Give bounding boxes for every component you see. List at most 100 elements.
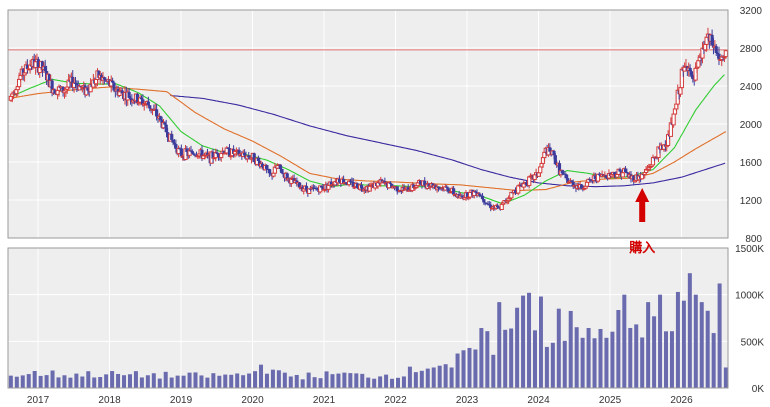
volume-bar bbox=[264, 373, 269, 388]
volume-bar bbox=[229, 374, 234, 388]
candle-body bbox=[465, 192, 469, 198]
price-y-tick-label: 2800 bbox=[740, 44, 763, 55]
candle-body bbox=[146, 101, 150, 106]
candle-body bbox=[192, 153, 196, 155]
volume-bar bbox=[127, 374, 132, 388]
volume-bar bbox=[485, 331, 490, 388]
candle-body bbox=[351, 181, 355, 188]
volume-bar bbox=[604, 337, 609, 388]
candle-body bbox=[252, 153, 256, 163]
volume-bar bbox=[562, 340, 567, 388]
candle-body bbox=[620, 172, 625, 178]
candle-body bbox=[548, 147, 552, 152]
volume-bar bbox=[259, 364, 264, 388]
volume-bar bbox=[270, 369, 275, 388]
up-arrow-icon bbox=[635, 188, 650, 222]
price-y-tick-label: 2400 bbox=[740, 82, 763, 93]
x-tick-label: 2017 bbox=[27, 395, 50, 406]
volume-bar bbox=[616, 310, 621, 388]
volume-bar bbox=[586, 327, 591, 388]
volume-bar bbox=[634, 324, 639, 388]
volume-bar bbox=[74, 373, 79, 388]
volume-bar bbox=[8, 375, 13, 388]
candle-body bbox=[589, 179, 593, 181]
candle-body bbox=[350, 181, 354, 183]
candle-body bbox=[36, 59, 40, 73]
candle-body bbox=[552, 150, 556, 156]
volume-bar bbox=[193, 372, 198, 388]
candle-body bbox=[618, 169, 622, 172]
volume-bar bbox=[318, 378, 323, 388]
volume-bar bbox=[92, 377, 97, 388]
volume-bar bbox=[80, 376, 85, 388]
candle-body bbox=[689, 71, 694, 76]
candle-body bbox=[388, 182, 392, 184]
candle-body bbox=[25, 64, 29, 69]
volume-y-axis: 0K 500K 1000K 1500K bbox=[735, 244, 764, 395]
volume-bar bbox=[56, 377, 61, 388]
volume-bar bbox=[461, 350, 466, 388]
candle-body bbox=[671, 113, 676, 126]
candle-body bbox=[179, 148, 183, 157]
candle-body bbox=[86, 87, 90, 91]
candle-body bbox=[200, 149, 204, 159]
volume-bar bbox=[610, 331, 615, 388]
volume-bar bbox=[592, 338, 597, 388]
candle-body bbox=[40, 61, 45, 70]
candle-body bbox=[163, 122, 167, 125]
candle-body bbox=[256, 158, 260, 162]
candle-body bbox=[412, 184, 416, 189]
volume-bar bbox=[86, 371, 91, 388]
candle-body bbox=[247, 155, 251, 158]
candle-body bbox=[474, 191, 478, 193]
volume-bar bbox=[527, 292, 532, 388]
candle-body bbox=[478, 193, 482, 196]
price-y-tick-label: 1200 bbox=[740, 196, 763, 207]
volume-bar bbox=[282, 372, 287, 388]
volume-bar bbox=[50, 370, 55, 388]
candle-body bbox=[423, 180, 427, 186]
volume-bar bbox=[449, 367, 454, 388]
volume-bar bbox=[378, 376, 383, 388]
candle-body bbox=[321, 187, 325, 190]
candle-body bbox=[390, 183, 394, 188]
volume-bar bbox=[38, 375, 43, 388]
x-tick-label: 2019 bbox=[170, 395, 193, 406]
candle-body bbox=[102, 77, 106, 80]
candle-body bbox=[227, 148, 232, 157]
volume-bar bbox=[217, 375, 222, 388]
volume-bar bbox=[723, 367, 728, 388]
price-y-axis: 800 1200 1600 2000 2400 2800 3200 bbox=[740, 6, 763, 245]
volume-bar bbox=[187, 372, 192, 388]
candle-body bbox=[112, 82, 116, 91]
candle-body bbox=[269, 173, 273, 175]
x-tick-label: 2020 bbox=[241, 395, 264, 406]
volume-bar bbox=[300, 379, 305, 388]
volume-series bbox=[8, 273, 728, 388]
volume-bar bbox=[133, 371, 138, 388]
candle-body bbox=[710, 34, 714, 46]
volume-bar bbox=[324, 371, 329, 388]
volume-bar bbox=[390, 378, 395, 388]
volume-bar bbox=[580, 337, 585, 388]
price-y-tick-label: 2000 bbox=[740, 120, 763, 131]
volume-bar bbox=[443, 364, 448, 388]
candlestick-series bbox=[8, 27, 728, 212]
volume-bar bbox=[532, 330, 537, 388]
volume-y-tick-label: 1000K bbox=[735, 291, 764, 302]
candle-body bbox=[691, 75, 695, 80]
x-tick-label: 2025 bbox=[599, 395, 622, 406]
volume-bar bbox=[652, 316, 657, 388]
candle-body bbox=[497, 207, 501, 209]
volume-bar bbox=[312, 377, 317, 388]
candle-body bbox=[571, 181, 575, 187]
candle-body bbox=[141, 99, 145, 106]
candle-body bbox=[148, 105, 152, 109]
candle-body bbox=[166, 132, 170, 138]
candle-body bbox=[717, 53, 721, 60]
candle-body bbox=[723, 50, 728, 58]
candle-body bbox=[172, 142, 177, 145]
candle-body bbox=[211, 151, 215, 159]
candle-body bbox=[557, 163, 562, 175]
candle-body bbox=[205, 153, 210, 156]
